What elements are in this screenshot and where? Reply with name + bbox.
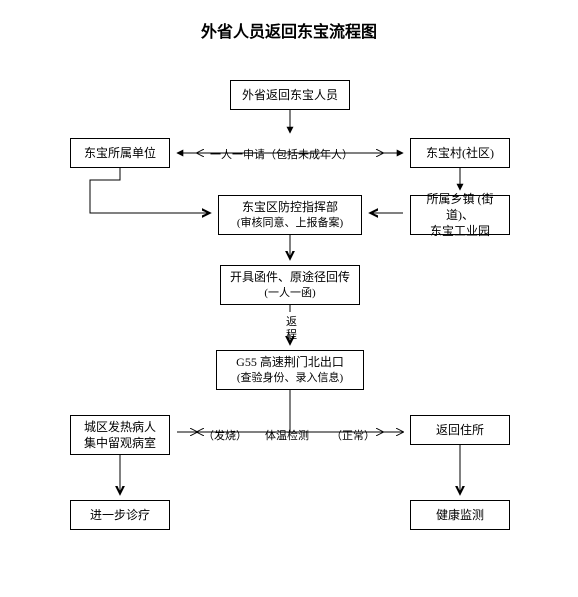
node-label: 健康监测: [436, 507, 484, 523]
node-sublabel: (查验身份、录入信息): [237, 371, 343, 386]
node-label: 东宝村(社区): [426, 145, 494, 161]
node-issue-letter: 开具函件、原途径回传 (一人一函): [220, 265, 360, 305]
node-sublabel: (审核同意、上报备案): [237, 216, 343, 231]
edge-label-temp-check: 体温检测: [265, 427, 309, 443]
node-label-line2: 集中留观病室: [84, 435, 156, 451]
node-label: 开具函件、原途径回传: [230, 269, 350, 285]
edge-label-application: 一人一申请（包括未成年人）: [210, 146, 353, 162]
node-further-diagnosis: 进一步诊疗: [70, 500, 170, 530]
edge-label-normal: （正常）: [331, 427, 375, 443]
flowchart-page: 外省人员返回东宝流程图 外省返回东宝人员 东宝所属单位 东宝村(社区) 东宝区防…: [0, 0, 578, 597]
node-label: 城区发热病人: [84, 419, 156, 435]
node-dongbao-unit: 东宝所属单位: [70, 138, 170, 168]
node-label: 东宝区防控指挥部: [242, 199, 338, 215]
node-fever-observation: 城区发热病人 集中留观病室: [70, 415, 170, 455]
node-highway-exit: G55 高速荆门北出口 (查验身份、录入信息): [216, 350, 364, 390]
node-township: 所属乡镇 (街道)、 东宝工业园: [410, 195, 510, 235]
node-label: G55 高速荆门北出口: [236, 354, 344, 370]
edge-label-fever: （发烧）: [203, 427, 247, 443]
node-dongbao-village: 东宝村(社区): [410, 138, 510, 168]
node-label: 所属乡镇 (街道)、: [415, 191, 505, 223]
node-label: 进一步诊疗: [90, 507, 150, 523]
node-return-personnel: 外省返回东宝人员: [230, 80, 350, 110]
node-label: 返回住所: [436, 422, 484, 438]
edge-label-return-2: 程: [286, 326, 297, 342]
node-return-home: 返回住所: [410, 415, 510, 445]
node-health-monitoring: 健康监测: [410, 500, 510, 530]
node-label: 外省返回东宝人员: [242, 87, 338, 103]
node-sublabel: 东宝工业园: [430, 223, 490, 239]
node-command-center: 东宝区防控指挥部 (审核同意、上报备案): [218, 195, 362, 235]
node-label: 东宝所属单位: [84, 145, 156, 161]
node-sublabel: (一人一函): [264, 286, 315, 301]
page-title: 外省人员返回东宝流程图: [0, 18, 578, 42]
